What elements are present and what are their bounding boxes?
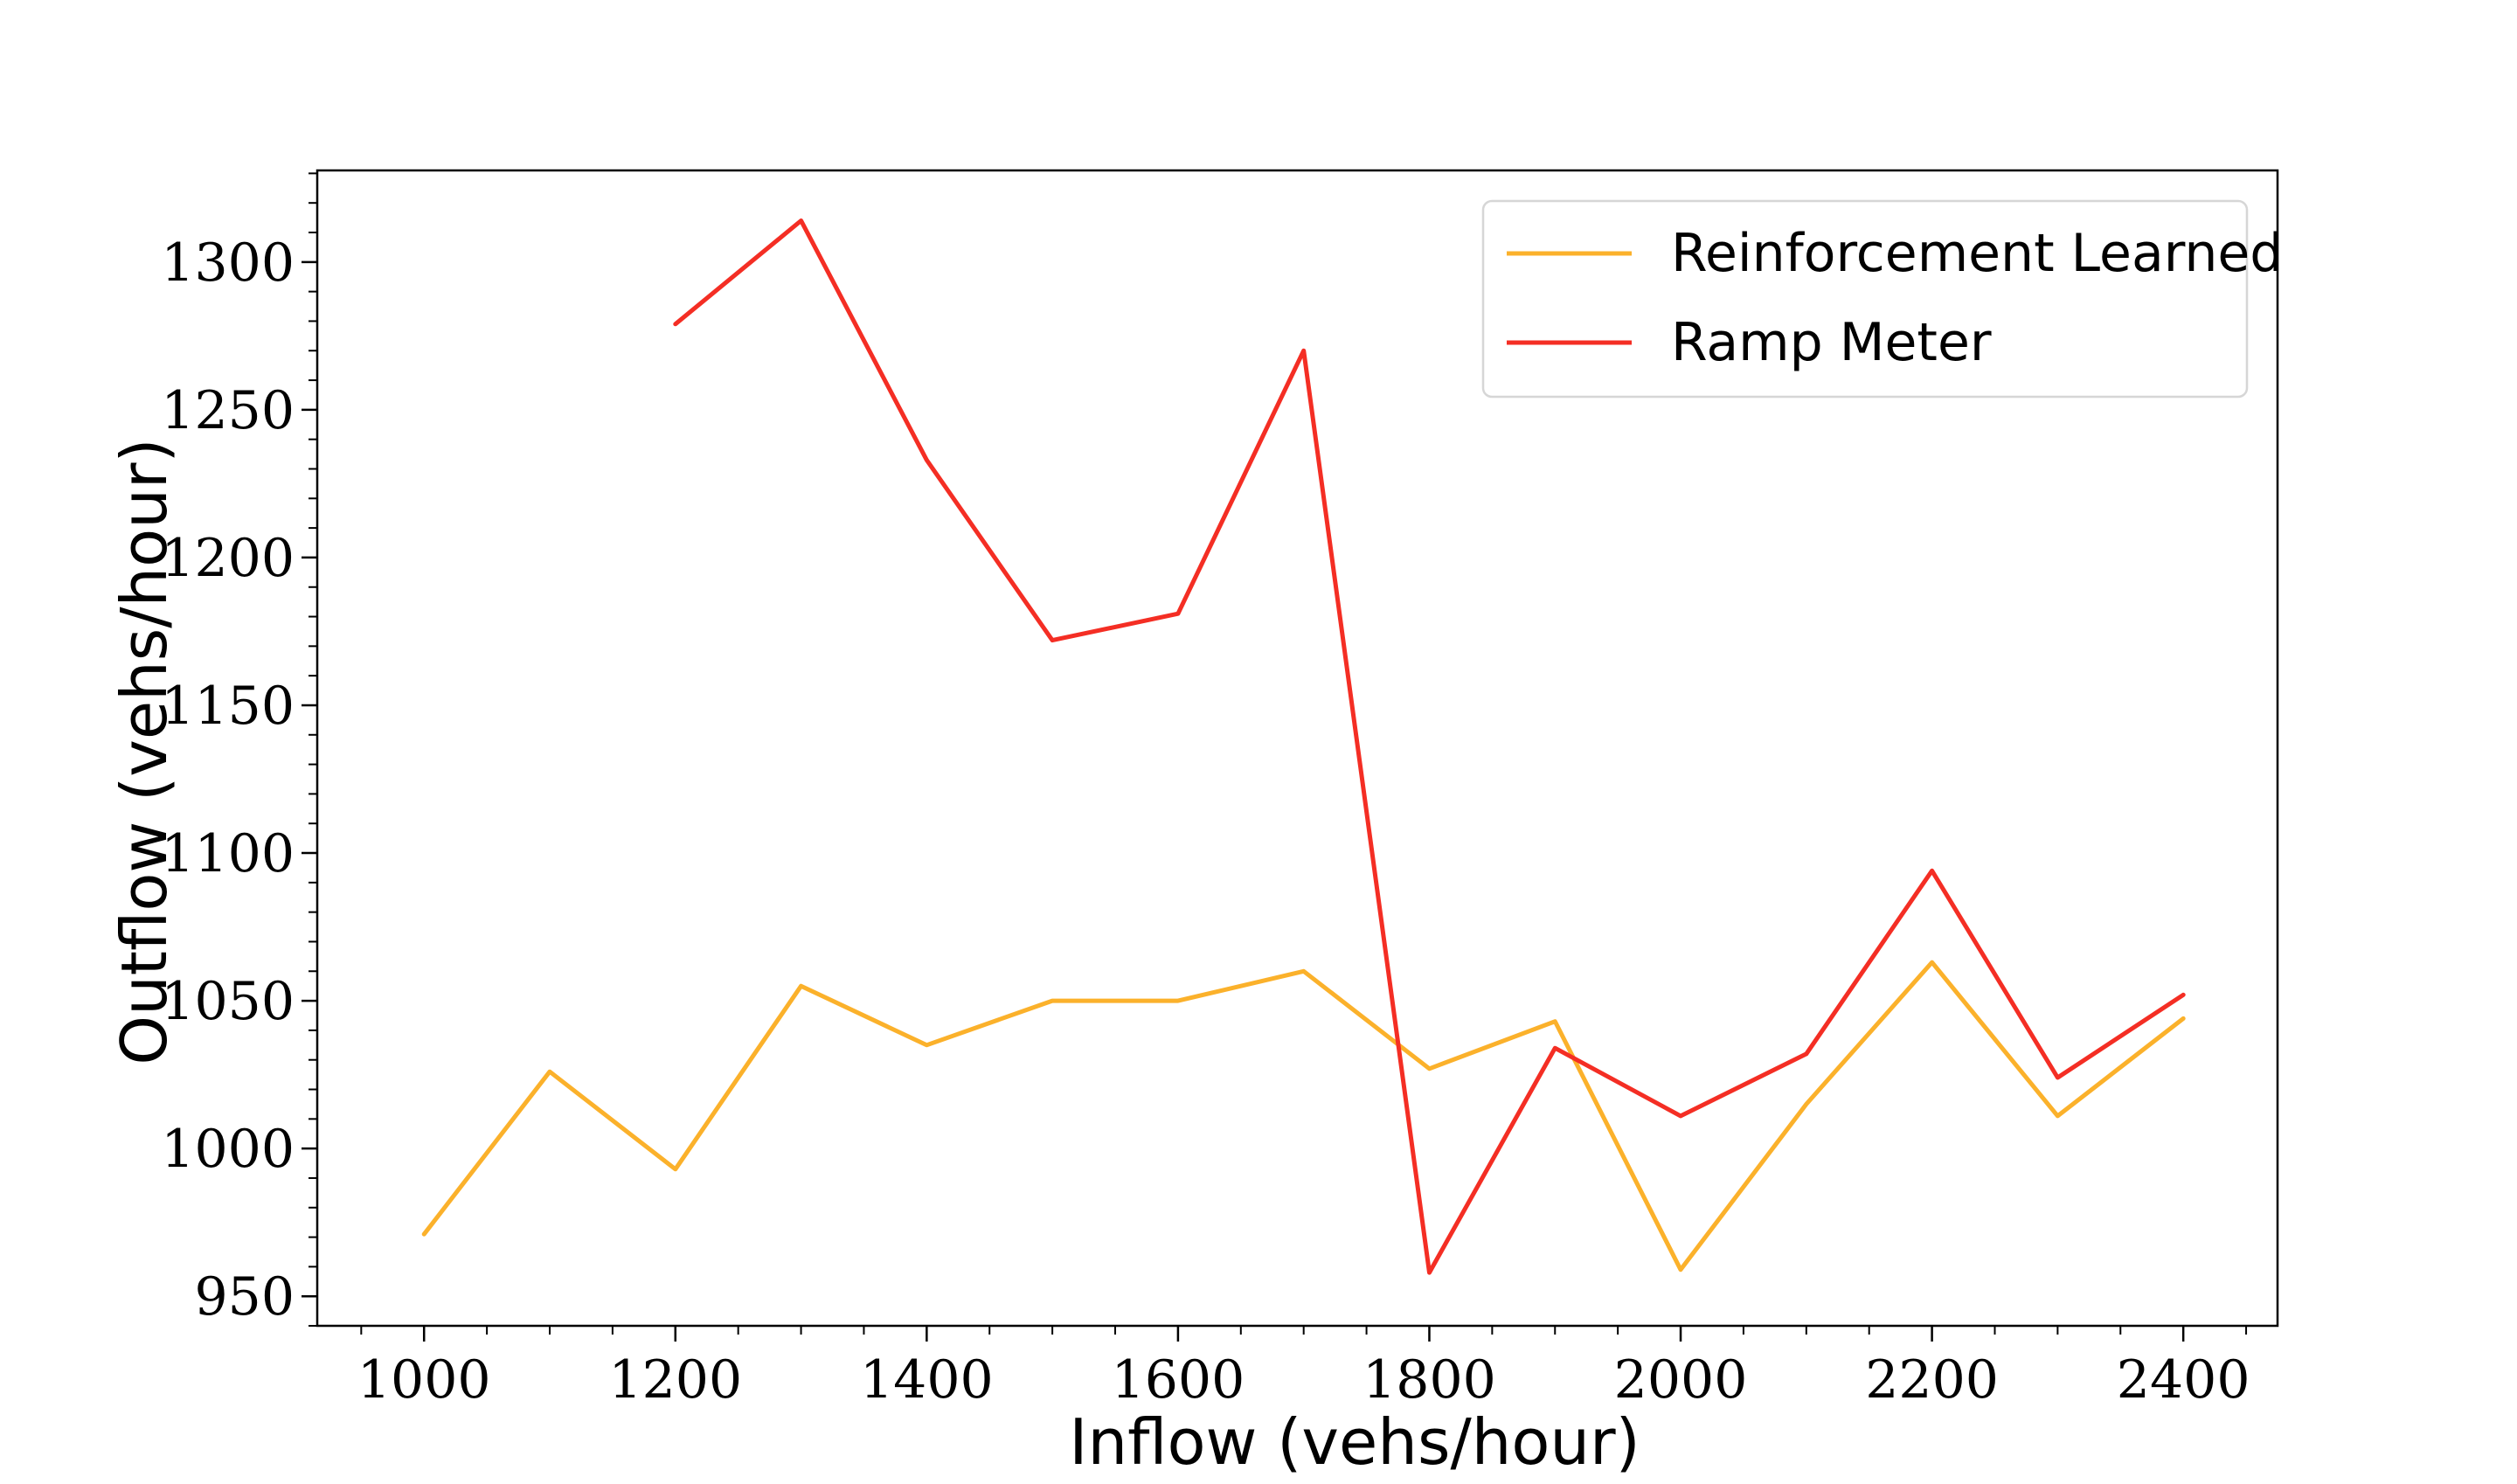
y-axis-label: Outflow (vehs/hour) xyxy=(107,438,181,1064)
axes: 1000 1200 1400 1600 1800 2000 2200 2400 950 1000 1… xyxy=(161,169,2279,1411)
legend: Reinforcement Learned Ramp Meter xyxy=(1481,199,2283,399)
y-tick-label: 950 xyxy=(194,1266,295,1328)
x-tick-label: 1600 xyxy=(1112,1349,1245,1411)
legend-label: Ramp Meter xyxy=(1671,312,1992,373)
series-line-ramp-meter xyxy=(673,218,2186,1275)
series-lines xyxy=(421,218,2186,1275)
x-tick-label: 2400 xyxy=(2117,1349,2250,1411)
x-tick-label: 1200 xyxy=(608,1349,742,1411)
x-axis-label: Inflow (vehs/hour) xyxy=(1069,1405,1640,1479)
legend-label: Reinforcement Learned xyxy=(1671,223,2283,284)
y-tick-label: 1300 xyxy=(161,232,295,294)
x-tick-label: 1000 xyxy=(357,1349,491,1411)
y-tick-label: 1100 xyxy=(161,823,295,884)
y-tick-label: 1150 xyxy=(161,676,295,737)
x-tick-label: 1800 xyxy=(1363,1349,1496,1411)
y-tick-label: 1200 xyxy=(161,528,295,589)
x-tick-label: 2000 xyxy=(1614,1349,1748,1411)
plot-frame xyxy=(315,169,2279,1328)
x-tick-label: 1400 xyxy=(860,1349,994,1411)
series-line-reinforcement-learned xyxy=(421,960,2186,1272)
y-tick-label: 1050 xyxy=(161,971,295,1032)
y-tick-label: 1250 xyxy=(161,380,295,441)
legend-box xyxy=(1481,199,2249,399)
x-tick-label: 2200 xyxy=(1865,1349,1999,1411)
y-tick-label: 1000 xyxy=(161,1119,295,1180)
